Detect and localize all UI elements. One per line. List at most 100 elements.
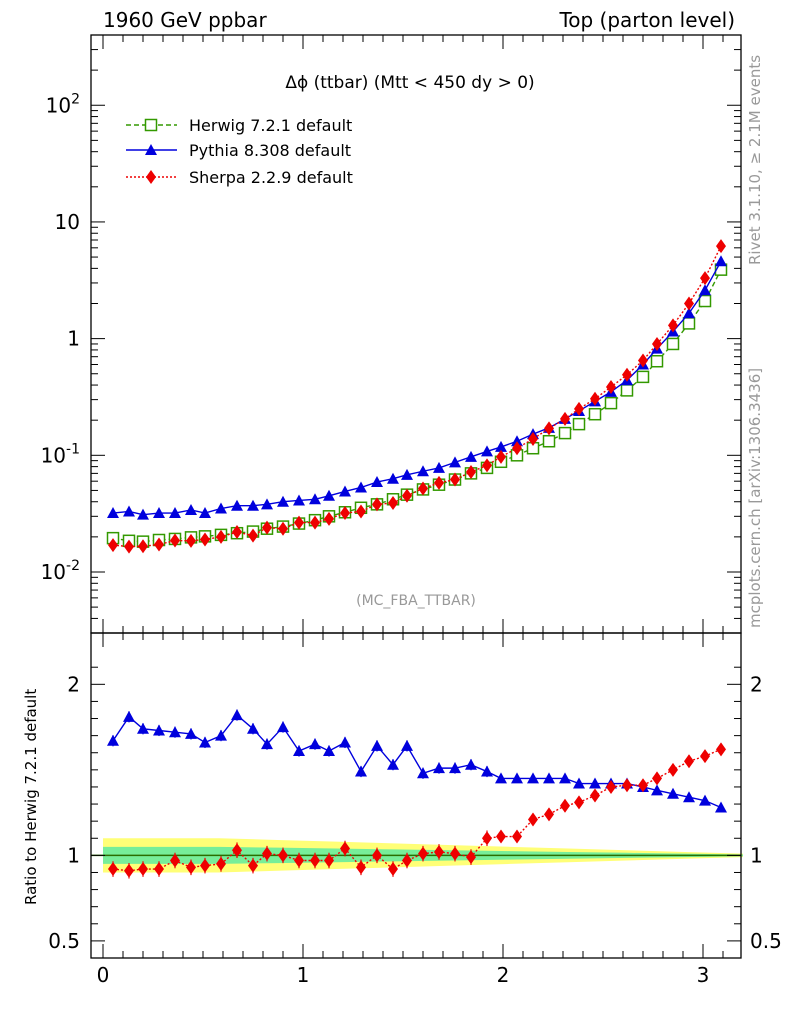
ratio-xtick-label: 3 [697, 963, 710, 987]
main-ytick-label: 1 [67, 327, 80, 351]
main-point-pythia [387, 472, 399, 484]
main-point-sherpa [622, 367, 632, 382]
ratio-point-sherpa [200, 858, 210, 873]
main-point-sherpa [262, 520, 272, 535]
main-point-herwig [604, 396, 618, 410]
ratio-point-sherpa [154, 862, 164, 877]
legend-entry-herwig: Herwig 7.2.1 default [126, 116, 352, 135]
ratio-point-pythia [683, 791, 695, 803]
main-point-sherpa [372, 497, 382, 512]
header-right: Top (parton level) [558, 8, 735, 32]
main-point-sherpa [294, 515, 304, 530]
main-point-sherpa [388, 496, 398, 511]
main-point-sherpa [310, 515, 320, 530]
main-point-pythia [355, 481, 367, 493]
main-point-pythia [339, 485, 351, 497]
main-point-pythia [495, 440, 507, 452]
ratio-point-pythia [123, 710, 135, 722]
main-point-pythia [107, 507, 119, 519]
main-point-sherpa [200, 532, 210, 547]
ratio-point-sherpa [418, 846, 428, 861]
ratio-point-pythia [481, 765, 493, 777]
main-point-sherpa [124, 539, 134, 554]
main-point-sherpa [544, 421, 554, 436]
main-point-pythia [449, 456, 461, 468]
main-point-pythia [323, 489, 335, 501]
ratio-point-sherpa [466, 850, 476, 865]
ratio-point-sherpa [388, 862, 398, 877]
main-point-herwig [620, 384, 634, 397]
ratio-ytick-label-left: 1 [67, 843, 80, 867]
ratio-point-sherpa [232, 843, 242, 858]
main-point-sherpa [402, 488, 412, 503]
main-point-pythia [231, 499, 243, 511]
ratio-point-pythia [137, 722, 149, 734]
ratio-point-sherpa [574, 795, 584, 810]
main-point-sherpa [450, 472, 460, 487]
main-point-sherpa [574, 401, 584, 416]
main-point-sherpa [340, 506, 350, 521]
main-point-pythia [401, 468, 413, 480]
main-point-sherpa [466, 464, 476, 479]
main-point-pythia [185, 503, 197, 515]
ratio-point-pythia [527, 772, 539, 784]
ratio-point-pythia [667, 787, 679, 799]
main-point-sherpa [652, 336, 662, 351]
ratio-point-sherpa [340, 841, 350, 856]
ratio-point-pythia [153, 724, 165, 736]
ratio-point-sherpa [278, 848, 288, 863]
rivet-label: Rivet 3.1.10, ≥ 2.1M events [746, 55, 764, 265]
main-point-herwig [636, 370, 650, 384]
ratio-point-pythia [573, 777, 585, 789]
main-point-sherpa [186, 533, 196, 548]
main-point-sherpa [324, 511, 334, 526]
ratio-point-pythia [433, 762, 445, 774]
ratio-xtick-label: 0 [97, 963, 110, 987]
main-ytick-label: 102 [46, 91, 80, 117]
main-point-pythia [683, 307, 695, 319]
ratio-point-pythia [511, 772, 523, 784]
ratio-point-sherpa [528, 812, 538, 827]
ratio-point-pythia [543, 772, 555, 784]
header-left: 1960 GeV ppbar [103, 8, 267, 32]
ratio-point-sherpa [372, 848, 382, 863]
legend-pythia-marker [145, 144, 157, 155]
main-point-sherpa [528, 431, 538, 446]
ratio-xtick-label: 1 [297, 963, 310, 987]
ratio-xtick-label: 2 [497, 963, 510, 987]
main-point-sherpa [232, 525, 242, 540]
ratio-ytick-label-right: 2 [750, 672, 763, 696]
ratio-point-pythia [199, 736, 211, 748]
main-point-sherpa [434, 475, 444, 490]
legend-pythia-label: Pythia 8.308 default [189, 141, 351, 160]
ratio-point-sherpa [560, 798, 570, 813]
main-point-pythia [169, 507, 181, 519]
ratio-point-sherpa [668, 762, 678, 777]
ratio-point-pythia [293, 745, 305, 757]
ratio-frame [90, 632, 742, 959]
main-point-sherpa [684, 296, 694, 311]
ratio-point-sherpa [434, 844, 444, 859]
ratio-point-sherpa [216, 856, 226, 871]
main-point-sherpa [216, 529, 226, 544]
main-point-pythia [247, 499, 259, 511]
ratio-point-pythia [231, 709, 243, 721]
ratio-point-pythia [277, 721, 289, 733]
ratio-point-sherpa [310, 853, 320, 868]
main-series-line [112, 245, 722, 548]
main-point-pythia [153, 507, 165, 519]
main-point-herwig [558, 426, 572, 440]
ratio-point-sherpa [402, 853, 412, 868]
main-point-sherpa [638, 353, 648, 368]
ratio-point-sherpa [606, 779, 616, 794]
ratio-point-sherpa [262, 846, 272, 861]
main-point-pythia [371, 476, 383, 488]
main-point-pythia [699, 284, 711, 296]
legend-herwig-marker [144, 118, 158, 132]
ratio-point-pythia [309, 738, 321, 750]
main-point-sherpa [668, 318, 678, 333]
legend-entry-pythia: Pythia 8.308 default [126, 141, 351, 160]
ratio-point-sherpa [324, 853, 334, 868]
legend: Herwig 7.2.1 default Pythia 8.308 defaul… [126, 116, 353, 187]
